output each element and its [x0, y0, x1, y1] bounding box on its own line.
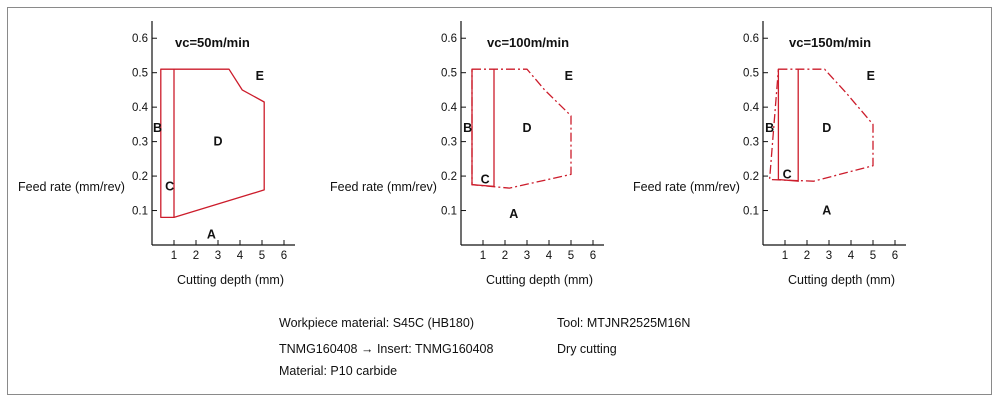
x-tick-label: 4 — [546, 250, 553, 262]
region-label-a: A — [509, 207, 518, 221]
x-tick-label: 5 — [568, 250, 574, 262]
x-tick-label: 2 — [502, 250, 508, 262]
y-tick-label: 0.3 — [743, 137, 759, 149]
region-label-c: C — [783, 167, 792, 181]
material-note: Material: P10 carbide — [279, 364, 397, 378]
region-divider — [778, 69, 798, 181]
region-label-b: B — [153, 121, 162, 135]
x-tick-label: 4 — [848, 250, 855, 262]
region-label-d: D — [522, 121, 531, 135]
y-tick-label: 0.3 — [132, 137, 148, 149]
x-tick-label: 6 — [892, 250, 898, 262]
y-tick-label: 0.1 — [441, 206, 457, 218]
y-tick-label: 0.6 — [743, 33, 759, 45]
x-tick-label: 2 — [804, 250, 810, 262]
region-label-d: D — [822, 121, 831, 135]
y-tick-label: 0.4 — [743, 102, 760, 114]
y-axis-label: Feed rate (mm/rev) — [633, 180, 740, 194]
region-label-c: C — [165, 179, 174, 193]
x-tick-label: 2 — [193, 250, 199, 262]
region-label-c: C — [481, 173, 490, 187]
region-label-a: A — [822, 204, 831, 218]
y-tick-label: 0.5 — [743, 68, 759, 80]
y-tick-label: 0.2 — [743, 171, 759, 183]
region-label-e: E — [256, 69, 264, 83]
x-tick-label: 5 — [870, 250, 876, 262]
x-tick-label: 5 — [259, 250, 265, 262]
x-tick-label: 3 — [524, 250, 530, 262]
region-label-e: E — [565, 69, 573, 83]
y-tick-label: 0.1 — [743, 206, 759, 218]
chart-title: vc=100m/min — [487, 35, 569, 50]
x-axis-label: Cutting depth (mm) — [177, 273, 284, 287]
y-tick-label: 0.4 — [132, 102, 149, 114]
tool-note: Tool: MTJNR2525M16N — [557, 316, 690, 330]
x-axis-label: Cutting depth (mm) — [486, 273, 593, 287]
region-label-b: B — [765, 121, 774, 135]
y-tick-label: 0.4 — [441, 102, 458, 114]
y-tick-label: 0.2 — [132, 171, 148, 183]
y-tick-label: 0.2 — [441, 171, 457, 183]
y-tick-label: 0.1 — [132, 206, 148, 218]
x-tick-label: 1 — [480, 250, 486, 262]
dry-cutting-note: Dry cutting — [557, 342, 617, 356]
insert-note: TNMG160408 → Insert: TNMG160408 — [279, 342, 493, 356]
region-divider — [472, 69, 494, 186]
y-tick-label: 0.5 — [132, 68, 148, 80]
charts-canvas: 0.1 0.2 0.3 0.4 0.5 0.6 1 2 3 4 5 6 vc=50m/min Cuttin… — [0, 0, 1000, 402]
x-tick-label: 6 — [590, 250, 596, 262]
chart-title: vc=150m/min — [789, 35, 871, 50]
x-tick-label: 3 — [215, 250, 221, 262]
y-tick-label: 0.5 — [441, 68, 457, 80]
region-label-d: D — [213, 135, 222, 149]
workpiece-note: Workpiece material: S45C (HB180) — [279, 316, 474, 330]
y-tick-label: 0.6 — [132, 33, 148, 45]
region-label-a: A — [207, 228, 216, 242]
y-axis-label: Feed rate (mm/rev) — [18, 180, 125, 194]
x-axis-label: Cutting depth (mm) — [788, 273, 895, 287]
x-tick-label: 4 — [237, 250, 244, 262]
chart-title: vc=50m/min — [175, 35, 250, 50]
y-axis-label: Feed rate (mm/rev) — [330, 180, 437, 194]
x-tick-label: 1 — [171, 250, 177, 262]
y-tick-label: 0.3 — [441, 137, 457, 149]
y-tick-label: 0.6 — [441, 33, 457, 45]
region-label-e: E — [867, 69, 875, 83]
x-tick-label: 6 — [281, 250, 287, 262]
x-tick-label: 3 — [826, 250, 832, 262]
x-tick-label: 1 — [782, 250, 788, 262]
region-label-b: B — [463, 121, 472, 135]
